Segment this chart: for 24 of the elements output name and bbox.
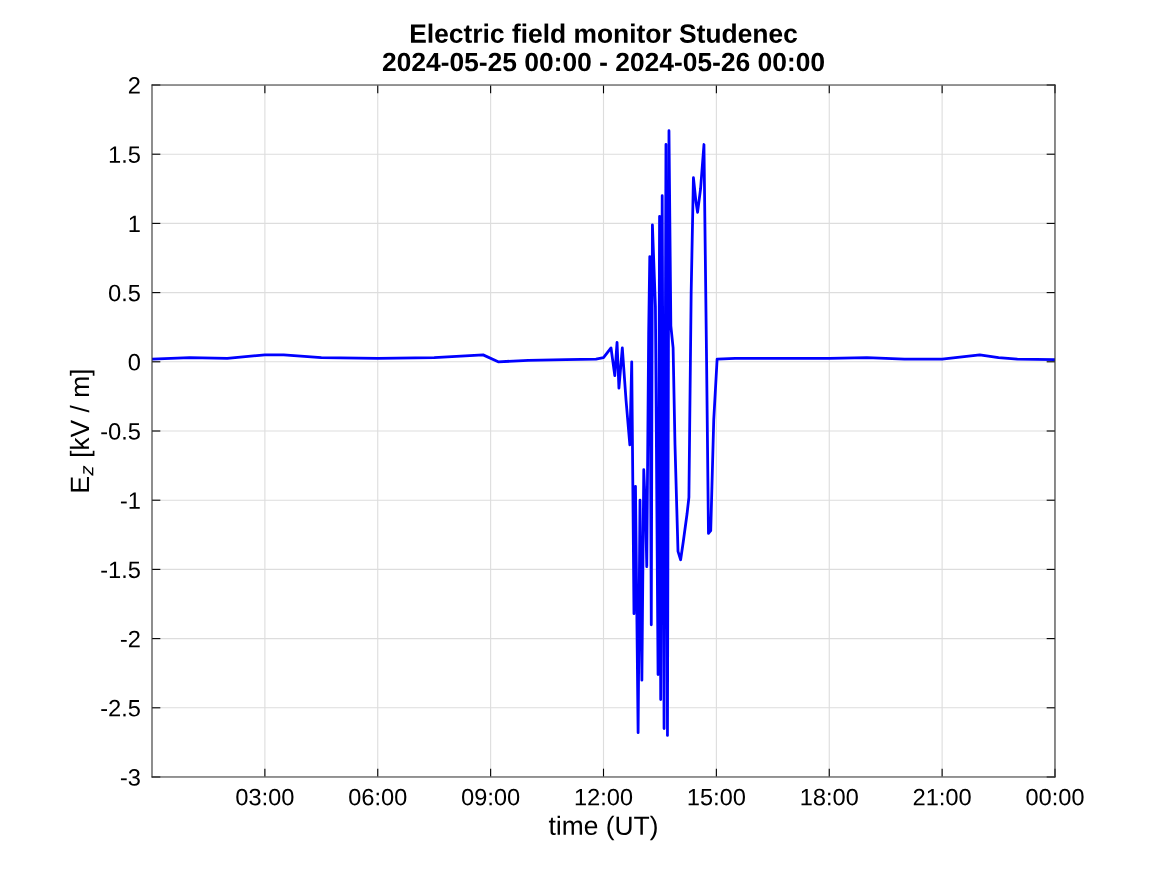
x-tick-label: 03:00 (236, 788, 294, 806)
x-axis-title: time (UT) (548, 815, 657, 841)
y-tick-label: -1 (120, 492, 140, 509)
x-tick-label: 18:00 (801, 788, 858, 806)
y-tick-label: 1.5 (109, 146, 140, 163)
y-tick-label: 0.5 (108, 284, 140, 302)
y-tick-label: -3 (120, 769, 140, 786)
x-tick-label: 00:00 (1026, 788, 1084, 806)
y-tick-label: -0.5 (101, 423, 140, 440)
y-tick-label: 0 (128, 353, 140, 371)
x-tick-label: 21:00 (913, 788, 971, 806)
x-tick-label: 06:00 (349, 788, 407, 806)
y-tick-label: 2 (128, 77, 140, 94)
y-tick-label: 1 (129, 215, 140, 232)
x-tick-label: 09:00 (462, 788, 520, 806)
y-axis-title: E$_{z}$ [kV / m] (69, 370, 95, 492)
x-tick-label: 15:00 (688, 788, 745, 806)
chart-title: Electric field monitor Studenec (410, 23, 798, 43)
y-tick-label: -2.5 (101, 699, 140, 717)
line-series (152, 129, 1055, 737)
x-tick-label: 12:00 (575, 788, 633, 806)
y-tick-label: -2 (120, 630, 140, 648)
y-tick-label: -1.5 (101, 561, 140, 579)
chart-subtitle: 2024-05-25 00:00 - 2024-05-26 00:00 (382, 52, 824, 72)
